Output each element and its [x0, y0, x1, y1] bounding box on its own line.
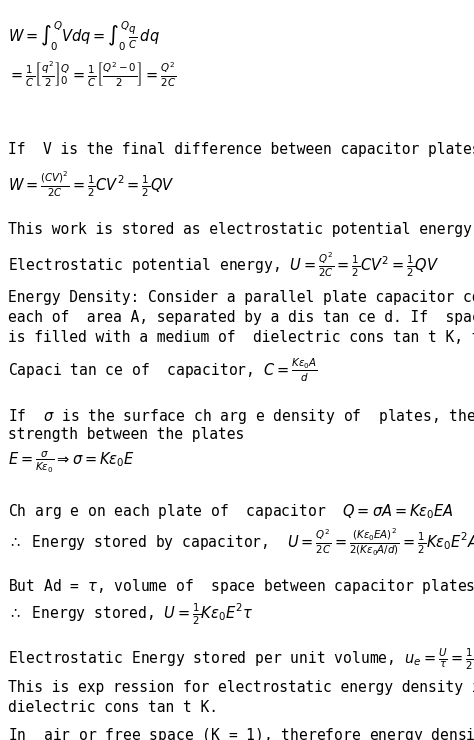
Text: $W = \frac{(CV)^2}{2C} = \frac{1}{2}CV^2 = \frac{1}{2}QV$: $W = \frac{(CV)^2}{2C} = \frac{1}{2}CV^2… [8, 170, 174, 199]
Text: $\therefore$ Energy stored by capacitor,  $U = \frac{Q^2}{2C} = \frac{(K\varepsi: $\therefore$ Energy stored by capacitor,… [8, 527, 474, 558]
Text: is filled with a medium of  dielectric cons tan t K, then: is filled with a medium of dielectric co… [8, 330, 474, 345]
Text: Ch arg e on each plate of  capacitor  $Q=\sigma A = K\varepsilon_0 EA$: Ch arg e on each plate of capacitor $Q=\… [8, 502, 454, 521]
Text: If  V is the final difference between capacitor plates, then Q = CV: If V is the final difference between cap… [8, 142, 474, 157]
Text: This work is stored as electrostatic potential energy of  capacitor i.e.,: This work is stored as electrostatic pot… [8, 222, 474, 237]
Text: dielectric cons tan t K.: dielectric cons tan t K. [8, 700, 218, 715]
Text: $=\frac{1}{C}\left[\frac{q^2}{2}\right]_0^Q =\frac{1}{C}\left[\frac{Q^2-0}{2}\ri: $=\frac{1}{C}\left[\frac{q^2}{2}\right]_… [8, 60, 176, 90]
Text: $E = \frac{\sigma}{K\varepsilon_0} \Rightarrow \sigma=K\varepsilon_0 E$: $E = \frac{\sigma}{K\varepsilon_0} \Righ… [8, 450, 135, 475]
Text: But Ad = $\tau$, volume of  space between capacitor plates: But Ad = $\tau$, volume of space between… [8, 577, 474, 596]
Text: Energy Density: Consider a parallel plate capacitor consisiting of  plates,: Energy Density: Consider a parallel plat… [8, 290, 474, 305]
Text: $W=\int_0^Q Vdq = \int_0^Q \frac{q}{C}\,dq$: $W=\int_0^Q Vdq = \int_0^Q \frac{q}{C}\,… [8, 20, 160, 53]
Text: strength between the plates: strength between the plates [8, 427, 244, 442]
Text: $\therefore$ Energy stored, $U=\frac{1}{2}K\varepsilon_0 E^2\tau$: $\therefore$ Energy stored, $U=\frac{1}{… [8, 602, 254, 628]
Text: This is exp ression for electrostatic energy density in medium of: This is exp ression for electrostatic en… [8, 680, 474, 695]
Text: If  $\sigma$ is the surface ch arg e density of  plates, then electric field: If $\sigma$ is the surface ch arg e dens… [8, 407, 474, 426]
Text: Electrostatic potential energy, $U=\frac{Q^2}{2C}=\frac{1}{2}CV^2=\frac{1}{2}QV$: Electrostatic potential energy, $U=\frac… [8, 250, 439, 279]
Text: each of  area A, separated by a dis tan ce d. If  space between the plates: each of area A, separated by a dis tan c… [8, 310, 474, 325]
Text: Capaci tan ce of  capacitor, $C = \frac{K\varepsilon_0 A}{d}$: Capaci tan ce of capacitor, $C = \frac{K… [8, 357, 318, 384]
Text: Electrostatic Energy stored per unit volume, $u_e = \frac{U}{\tau} = \frac{1}{2}: Electrostatic Energy stored per unit vol… [8, 647, 474, 673]
Text: In  air or free space (K = 1), therefore energy density  $u_e = \frac{1}{2}\vare: In air or free space (K = 1), therefore … [8, 724, 474, 740]
